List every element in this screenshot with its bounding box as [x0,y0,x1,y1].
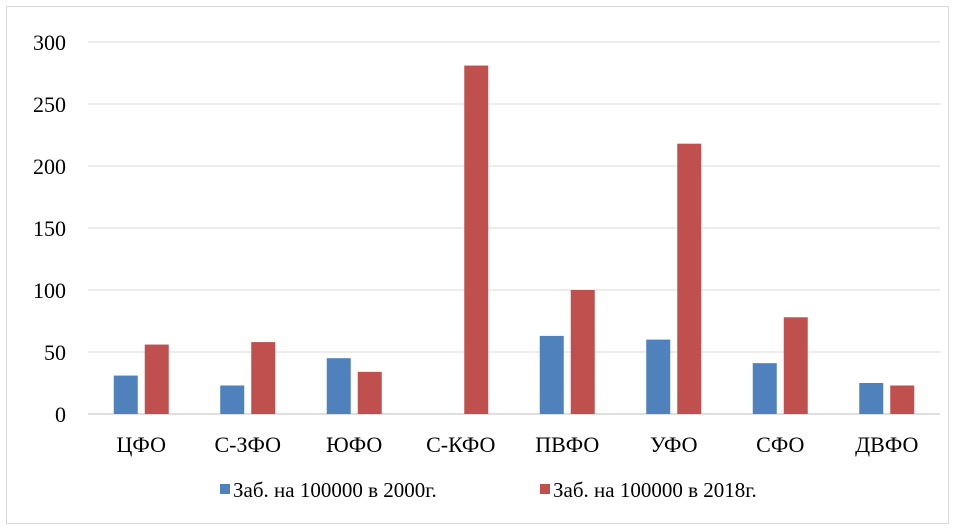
x-tick-label: ЮФО [326,432,382,457]
y-axis: 0 50 100 150 200 250 300 [33,30,66,427]
x-tick-label: СФО [756,432,804,457]
bars [113,65,915,414]
x-axis: ЦФО С-ЗФО ЮФО С-КФО ПВФО УФО СФО ДВФО [117,432,919,457]
gridlines [88,41,940,415]
bar-2000-4 [539,335,564,414]
bar-2000-1 [220,385,245,414]
x-tick-label: ДВФО [855,432,918,457]
bar-2000-6 [752,363,777,414]
legend-label-2018: Заб. на 100000 в 2018г. [553,478,757,502]
bar-2000-7 [859,383,884,414]
y-tick-label: 100 [33,278,66,303]
bar-2000-0 [113,375,138,414]
x-tick-label: С-КФО [426,432,495,457]
bar-2018-4 [570,290,595,414]
x-tick-label: ПВФО [535,432,599,457]
bar-2018-5 [677,143,702,414]
bar-2018-6 [783,317,808,414]
bar-2000-2 [326,358,351,414]
legend-label-2000: Заб. на 100000 в 2000г. [233,478,437,502]
y-tick-label: 300 [33,30,66,55]
x-tick-label: С-ЗФО [214,432,281,457]
y-tick-label: 0 [55,402,66,427]
x-tick-label: УФО [650,432,697,457]
bar-2018-3 [464,65,489,414]
bar-2000-5 [646,339,671,414]
x-tick-label: ЦФО [117,432,166,457]
y-tick-label: 200 [33,154,66,179]
bar-2018-2 [357,371,382,414]
legend-swatch-2000 [220,484,230,494]
legend-swatch-2018 [540,484,550,494]
y-tick-label: 250 [33,92,66,117]
bar-2018-1 [251,342,276,414]
bar-2018-0 [144,344,169,414]
y-tick-label: 150 [33,216,66,241]
y-tick-label: 50 [44,340,66,365]
legend: Заб. на 100000 в 2000г. Заб. на 100000 в… [220,478,757,502]
bar-2018-7 [890,385,915,414]
